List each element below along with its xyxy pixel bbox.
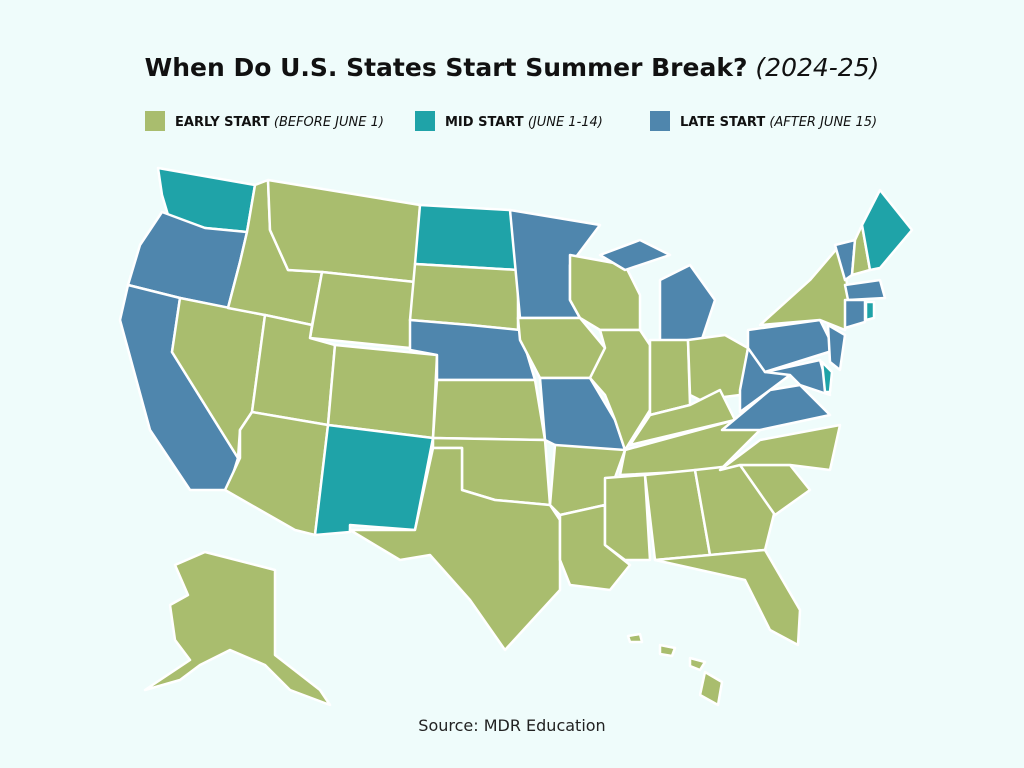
legend-text: MID START (JUNE 1-14) [445, 115, 603, 130]
legend-label: MID START [445, 115, 524, 130]
legend-note: (BEFORE JUNE 1) [274, 115, 384, 130]
legend-swatch [650, 111, 670, 131]
state [223, 410, 330, 537]
legend-note: (JUNE 1-14) [528, 115, 603, 130]
state [618, 418, 762, 477]
title-text: When Do U.S. States Start Summer Break? [145, 53, 748, 82]
legend-label: EARLY START [175, 115, 270, 130]
state [820, 360, 834, 394]
state [653, 548, 802, 647]
state [626, 632, 644, 644]
state [628, 388, 737, 447]
state [413, 203, 520, 272]
legend-swatch [145, 111, 165, 131]
state [843, 298, 867, 330]
state [843, 278, 887, 302]
state [763, 358, 832, 397]
state [826, 323, 847, 372]
state [348, 446, 562, 652]
states [118, 166, 914, 707]
state [658, 643, 677, 658]
legend: EARLY START (BEFORE JUNE 1) MID START (JU… [145, 111, 877, 131]
state [698, 670, 724, 707]
state [588, 328, 652, 452]
state [658, 263, 717, 347]
state [326, 343, 439, 440]
title-period: (2024-25) [755, 53, 879, 82]
state [758, 243, 852, 332]
legend-label: LATE START [680, 115, 765, 130]
state [266, 178, 422, 284]
state [648, 338, 692, 417]
state [308, 270, 417, 350]
state [860, 188, 914, 272]
state [688, 656, 707, 672]
source: Source: MDR Education [418, 716, 605, 735]
state [313, 423, 435, 537]
legend-note: (AFTER JUNE 15) [769, 115, 877, 130]
state [603, 473, 652, 562]
legend-text: EARLY START (BEFORE JUNE 1) [175, 115, 384, 130]
state [864, 300, 876, 322]
legend-swatch [415, 111, 435, 131]
state [718, 423, 842, 472]
legend-text: LATE START (AFTER JUNE 15) [680, 115, 877, 130]
title: When Do U.S. States Start Summer Break? … [145, 53, 880, 82]
state [143, 550, 332, 707]
state [431, 378, 547, 442]
state [598, 238, 672, 272]
